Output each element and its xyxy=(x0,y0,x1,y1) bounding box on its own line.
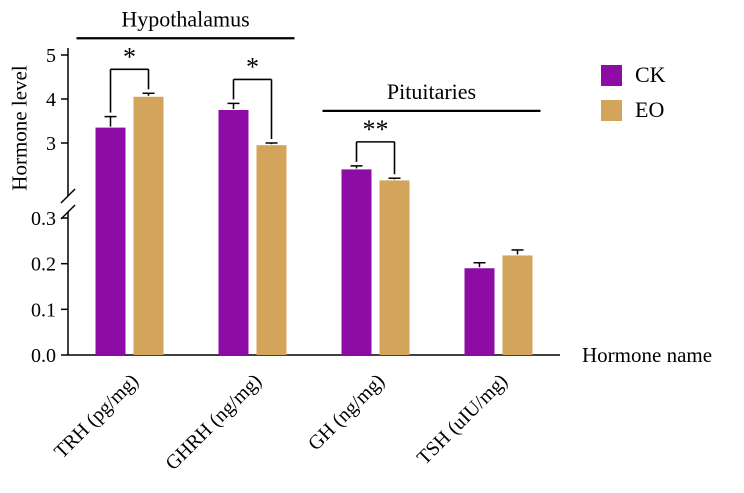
y-tick-label: 0.2 xyxy=(31,254,56,276)
legend-label-ck: CK xyxy=(635,62,666,87)
bar-ck-3 xyxy=(464,268,495,355)
axis-break-mark xyxy=(60,204,76,220)
bar-ck-1 xyxy=(218,110,249,355)
sig-label: ** xyxy=(363,115,389,144)
y-tick-label: 4 xyxy=(46,89,56,111)
legend-swatch-ck xyxy=(601,64,622,86)
x-category-label: TRH (pg/mg) xyxy=(50,370,143,463)
bar-eo-1 xyxy=(256,145,287,355)
legend-swatch-eo xyxy=(601,99,622,121)
legend: CK EO xyxy=(601,62,666,132)
bar-eo-2 xyxy=(379,180,410,355)
legend-item-ck: CK xyxy=(601,62,666,88)
y-axis-title: Hormone level xyxy=(7,65,32,191)
y-tick-label: 3 xyxy=(46,133,56,155)
x-category-label: TSH (uIU/mg) xyxy=(413,370,512,469)
y-tick-label: 0.0 xyxy=(31,345,56,367)
y-tick-label: 0.1 xyxy=(31,299,56,321)
y-tick-label: 5 xyxy=(46,45,56,67)
legend-label-eo: EO xyxy=(635,97,665,122)
bar-ck-0 xyxy=(95,127,126,355)
group-annotation-label: Pituitaries xyxy=(387,79,476,104)
bar-ck-2 xyxy=(341,169,372,355)
sig-label: * xyxy=(246,52,259,81)
group-annotation-label: Hypothalamus xyxy=(121,6,249,31)
x-axis-title: Hormone name xyxy=(582,343,713,367)
sig-label: * xyxy=(123,42,136,71)
bar-eo-0 xyxy=(133,96,164,356)
x-category-label: GHRH (ng/mg) xyxy=(161,370,266,475)
bar-eo-3 xyxy=(502,255,533,355)
x-category-label: GH (ng/mg) xyxy=(304,370,389,455)
y-tick-label: 0.3 xyxy=(31,208,56,230)
legend-item-eo: EO xyxy=(601,97,666,123)
axis-break-mark xyxy=(60,188,76,204)
